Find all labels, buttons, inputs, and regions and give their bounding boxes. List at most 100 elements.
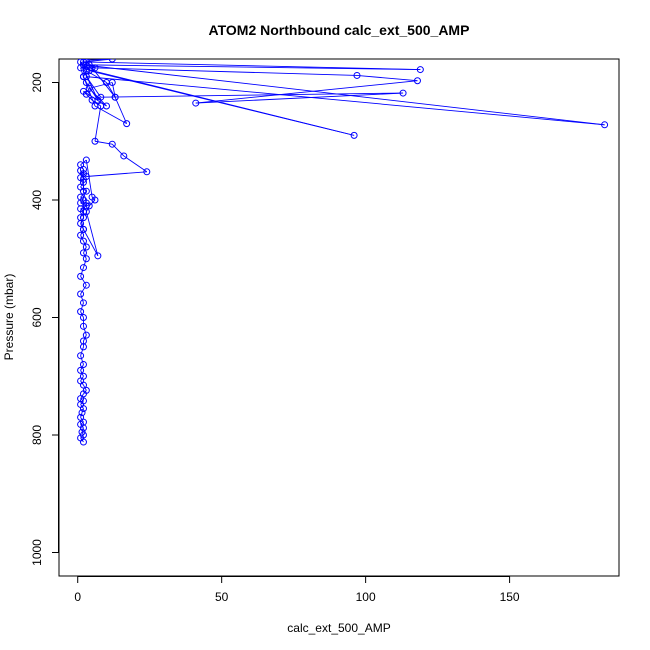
series-segment — [83, 326, 87, 336]
data-point — [79, 322, 87, 330]
data-point — [77, 167, 85, 175]
y-tick-label: 200 — [30, 72, 44, 92]
series-segment — [85, 159, 93, 198]
data-point — [82, 199, 90, 207]
data-point — [79, 237, 87, 245]
series-segment — [356, 75, 418, 82]
data-point — [353, 71, 361, 79]
data-point — [85, 84, 93, 92]
series-segment — [80, 67, 84, 77]
data-point — [111, 93, 119, 101]
series-segment — [85, 211, 99, 256]
data-point — [78, 428, 86, 436]
series-segment — [80, 293, 84, 303]
data-point — [192, 99, 200, 107]
data-point — [77, 214, 85, 222]
series-segment — [86, 171, 147, 177]
data-point — [82, 156, 90, 164]
data-point — [91, 64, 99, 72]
series-segment — [100, 92, 404, 98]
plot-area — [77, 59, 609, 446]
data-point — [77, 231, 85, 239]
series-segment — [83, 229, 99, 257]
data-point — [79, 314, 87, 321]
y-tick-label: 800 — [30, 425, 44, 445]
data-point — [601, 121, 609, 129]
data-point — [79, 299, 87, 307]
series-segment — [80, 284, 87, 295]
series-segment — [92, 67, 358, 76]
data-point — [78, 409, 86, 417]
series-segment — [89, 64, 421, 71]
series-segment — [86, 59, 113, 61]
x-axis: 0 50 100 150 — [74, 576, 520, 604]
data-point — [82, 59, 90, 64]
series-segment — [81, 408, 84, 413]
series-points — [77, 59, 609, 446]
series-segment — [83, 258, 87, 268]
data-point — [77, 413, 85, 421]
data-point — [350, 131, 358, 139]
y-axis: 200 400 600 800 1000 — [30, 72, 59, 566]
data-point — [79, 361, 87, 368]
data-point — [108, 59, 116, 63]
series-segment — [94, 105, 102, 142]
series-segment — [80, 267, 84, 277]
data-point — [79, 187, 87, 195]
data-point — [77, 272, 85, 280]
data-point — [82, 331, 90, 339]
series-segment — [80, 276, 87, 286]
data-point — [77, 193, 85, 201]
x-axis-label: calc_ext_500_AMP — [287, 621, 390, 635]
data-point — [79, 337, 87, 345]
data-point — [77, 366, 85, 374]
series-segment — [89, 70, 355, 136]
data-point — [77, 308, 85, 316]
data-point — [91, 137, 99, 145]
y-tick-label: 600 — [30, 307, 44, 327]
x-tick-label: 100 — [356, 590, 376, 604]
data-point — [79, 372, 87, 380]
y-tick-label: 400 — [30, 190, 44, 210]
data-point — [82, 173, 90, 180]
series-segment — [80, 159, 87, 166]
series-segment — [114, 97, 128, 124]
data-point — [82, 187, 90, 195]
series-segment — [80, 400, 84, 405]
series-segment — [195, 80, 418, 104]
data-point — [77, 290, 85, 298]
series-segment — [80, 412, 83, 418]
data-point — [82, 208, 90, 216]
series-segment — [80, 380, 84, 386]
data-point — [82, 386, 90, 394]
series-segment — [80, 346, 84, 356]
data-point — [413, 77, 421, 85]
data-point — [79, 264, 87, 272]
data-point — [123, 120, 131, 128]
series-segment — [83, 390, 87, 395]
data-point — [79, 249, 87, 257]
series-segment — [83, 61, 421, 71]
data-point — [103, 79, 111, 86]
data-point — [82, 281, 90, 289]
data-point — [82, 67, 90, 75]
series-segment — [86, 93, 93, 101]
series-segment — [86, 76, 605, 126]
data-point — [91, 102, 99, 110]
plot-frame — [58, 58, 620, 577]
series-segment — [81, 427, 84, 433]
data-point — [77, 352, 85, 360]
chart-title: ATOM2 Northbound calc_ext_500_AMP — [209, 22, 470, 38]
data-point — [108, 140, 116, 148]
x-tick-label: 50 — [215, 590, 229, 604]
data-point — [91, 196, 99, 204]
series-segment — [80, 424, 84, 429]
series-segment — [83, 64, 605, 126]
data-point — [120, 152, 128, 160]
data-point — [399, 89, 407, 97]
data-point — [416, 66, 424, 74]
data-point — [79, 73, 87, 81]
series-segment — [80, 404, 84, 409]
series-segment — [195, 92, 404, 104]
series-segment — [80, 302, 84, 312]
